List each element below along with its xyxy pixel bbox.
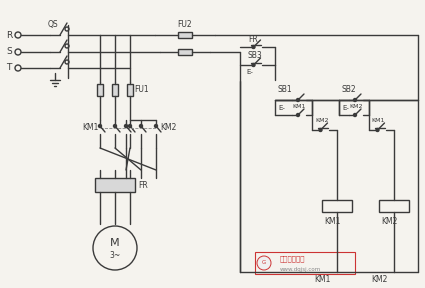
Text: G: G <box>262 261 266 266</box>
Bar <box>322 200 352 212</box>
Bar <box>127 84 133 96</box>
Text: KM1: KM1 <box>371 118 384 122</box>
Text: SB2: SB2 <box>342 86 357 94</box>
Text: KM2: KM2 <box>381 217 397 226</box>
Circle shape <box>15 32 21 38</box>
Circle shape <box>128 124 131 128</box>
Circle shape <box>99 124 102 128</box>
Text: QS: QS <box>48 20 59 29</box>
Circle shape <box>125 124 128 128</box>
Circle shape <box>376 128 379 132</box>
Circle shape <box>139 124 142 128</box>
Circle shape <box>93 226 137 270</box>
Bar <box>255 252 355 274</box>
Text: FR: FR <box>248 35 258 43</box>
Circle shape <box>15 49 21 55</box>
Text: KM1: KM1 <box>82 124 98 132</box>
Circle shape <box>354 98 357 101</box>
Circle shape <box>65 60 69 64</box>
Text: KM1: KM1 <box>314 276 330 285</box>
Text: M: M <box>110 238 120 248</box>
Text: KM1: KM1 <box>292 105 306 109</box>
Bar <box>95 178 135 192</box>
Text: www.dqjsj.com: www.dqjsj.com <box>280 266 321 272</box>
Circle shape <box>257 256 271 270</box>
Text: FU1: FU1 <box>134 86 149 94</box>
Text: S: S <box>6 48 12 56</box>
Bar <box>178 49 192 55</box>
Circle shape <box>319 128 322 132</box>
Text: KM1: KM1 <box>324 217 340 226</box>
Bar <box>97 84 103 96</box>
Text: SB1: SB1 <box>278 86 293 94</box>
Circle shape <box>65 27 69 31</box>
Bar <box>112 84 118 96</box>
Text: T: T <box>6 63 11 73</box>
Circle shape <box>252 46 255 48</box>
Text: KM2: KM2 <box>349 105 363 109</box>
Text: KM2: KM2 <box>160 124 176 132</box>
Circle shape <box>15 65 21 71</box>
Text: SB3: SB3 <box>248 50 263 60</box>
Text: R: R <box>6 31 12 39</box>
Text: 3~: 3~ <box>109 251 121 259</box>
Text: FU2: FU2 <box>178 20 192 29</box>
Text: FR: FR <box>138 181 148 190</box>
Text: KM2: KM2 <box>315 118 329 122</box>
Text: KM2: KM2 <box>371 276 387 285</box>
Text: E-: E- <box>278 105 285 111</box>
Circle shape <box>155 124 158 128</box>
Circle shape <box>297 98 300 101</box>
Circle shape <box>65 44 69 48</box>
Circle shape <box>354 113 357 117</box>
Text: 电工技术之家: 电工技术之家 <box>280 256 306 262</box>
Circle shape <box>113 124 116 128</box>
Circle shape <box>252 63 255 67</box>
Text: E-: E- <box>246 69 253 75</box>
Bar <box>379 200 409 212</box>
Text: E-: E- <box>342 105 349 111</box>
Circle shape <box>297 113 300 117</box>
Bar <box>178 32 192 38</box>
